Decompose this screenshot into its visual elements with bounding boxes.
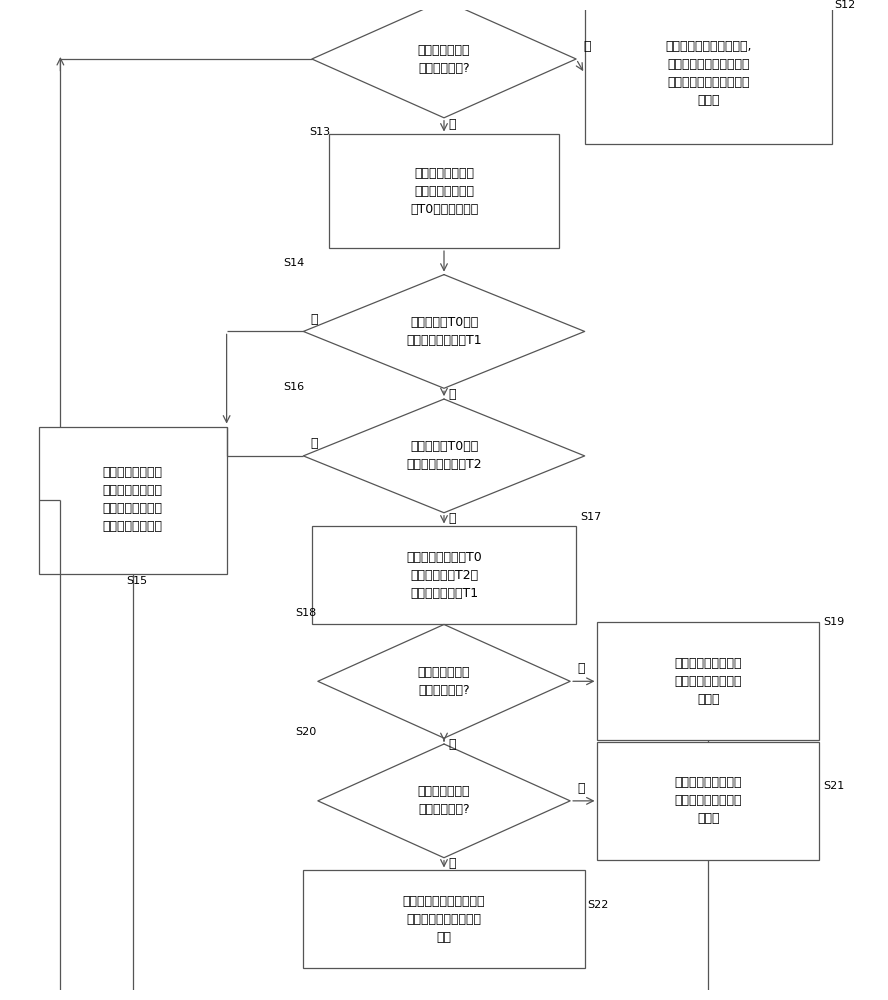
Text: S22: S22 [587, 900, 608, 910]
Text: S20: S20 [295, 727, 316, 737]
Text: 将故障信息发送给控制器,
并利用控制器将新风风扇
设定至低速运转档位或停
止档位: 将故障信息发送给控制器, 并利用控制器将新风风扇 设定至低速运转档位或停 止档位 [665, 40, 751, 107]
Text: S13: S13 [309, 127, 330, 137]
Bar [304, 870, 584, 968]
Text: 室外温度值T0是否
小于等于预设下限T2: 室外温度值T0是否 小于等于预设下限T2 [406, 440, 482, 471]
Text: 换热风扇是否为
低速运转档位?: 换热风扇是否为 低速运转档位? [417, 785, 471, 816]
Text: 是: 是 [310, 437, 318, 450]
Text: 否: 否 [448, 388, 456, 401]
Text: S21: S21 [823, 781, 844, 791]
Text: 是: 是 [577, 662, 584, 675]
Bar [598, 742, 819, 860]
Text: 将室外温度传感器
检测到的室外温度
值T0发送给控制器: 将室外温度传感器 检测到的室外温度 值T0发送给控制器 [410, 167, 478, 216]
Text: S12: S12 [835, 0, 856, 10]
Bar [598, 622, 819, 740]
Bar [329, 134, 559, 248]
Text: S16: S16 [284, 382, 305, 392]
Text: 是: 是 [577, 782, 584, 795]
Text: 室外温度值T0是否
大于等于预设上限T1: 室外温度值T0是否 大于等于预设上限T1 [406, 316, 482, 347]
Text: 否: 否 [583, 40, 591, 53]
Text: 是: 是 [310, 313, 318, 326]
Text: S15: S15 [126, 576, 147, 586]
Text: 否: 否 [448, 857, 456, 870]
Text: 将新风风扇设定至
停止档位或低速运
转档位，或使新风
风扇进行间歇运转: 将新风风扇设定至 停止档位或低速运 转档位，或使新风 风扇进行间歇运转 [103, 466, 163, 534]
Text: S17: S17 [581, 512, 602, 522]
Text: 是: 是 [448, 118, 456, 131]
Text: 换热风扇处于停止档位，
将新风风扇设定至停止
档位: 换热风扇处于停止档位， 将新风风扇设定至停止 档位 [403, 895, 485, 944]
Text: S14: S14 [284, 258, 305, 268]
Bar [312, 526, 576, 624]
Text: 判断为室外温度值T0
大于预设下限T2，
且小于预设上限T1: 判断为室外温度值T0 大于预设下限T2， 且小于预设上限T1 [406, 551, 482, 600]
Text: 否: 否 [448, 738, 456, 751]
Bar [584, 3, 832, 144]
Text: 否: 否 [448, 512, 456, 525]
Text: 将新风风扇的最高运
转档位限制为低速运
转档位: 将新风风扇的最高运 转档位限制为低速运 转档位 [675, 776, 742, 825]
Text: 换热风扇是否为
高速运转档位?: 换热风扇是否为 高速运转档位? [417, 666, 471, 697]
Text: 将新风风扇的最高运
转档位限制为高速运
转档位: 将新风风扇的最高运 转档位限制为高速运 转档位 [675, 657, 742, 706]
Text: S18: S18 [295, 608, 316, 618]
Text: 室外温度传感器
是否正常工作?: 室外温度传感器 是否正常工作? [417, 43, 471, 75]
Bar [39, 426, 226, 574]
Text: S19: S19 [823, 617, 844, 627]
